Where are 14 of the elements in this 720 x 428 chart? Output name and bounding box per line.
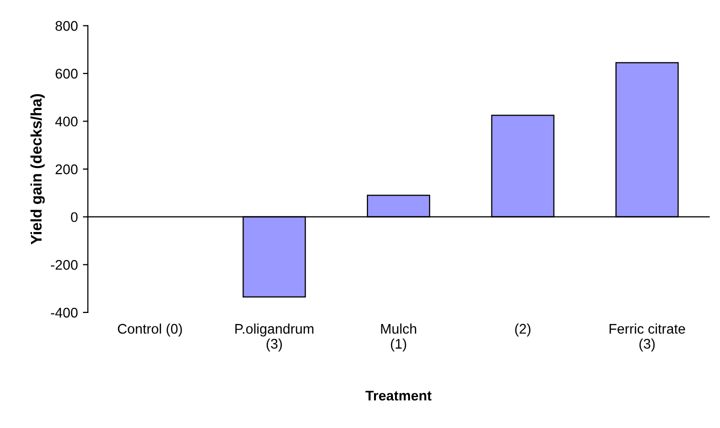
y-tick-label: 200 (56, 164, 78, 174)
y-tick-label: 800 (56, 21, 78, 31)
y-tick-label: 0 (70, 212, 78, 222)
x-tick-label: (2) (515, 324, 530, 336)
x-tick-label: Control (0) (118, 324, 182, 336)
x-tick-label: Mulch (1) (381, 324, 416, 352)
x-tick-label: P.oligandrum (3) (235, 324, 314, 352)
x-tick-label: Ferric citrate (3) (610, 324, 686, 352)
y-axis-title: Yield gain (decks/ha) (30, 94, 45, 244)
y-tick-label: -200 (50, 260, 78, 270)
y-tick-label: 400 (55, 116, 78, 126)
y-tick-label: 600 (56, 68, 78, 79)
y-tick-label: -400 (50, 308, 78, 318)
x-axis-title: Treatment (365, 390, 432, 401)
